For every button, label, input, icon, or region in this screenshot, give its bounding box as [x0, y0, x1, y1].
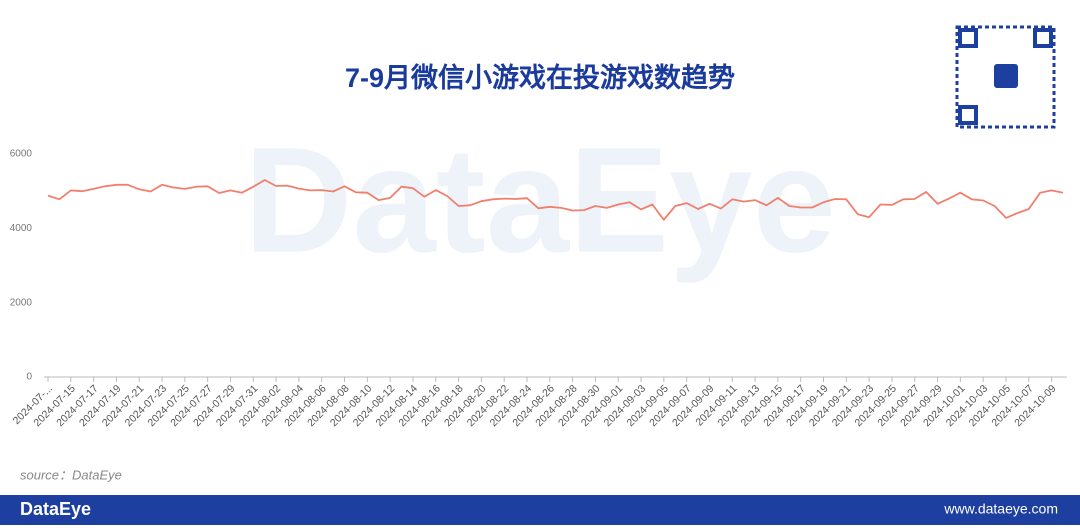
footer-url: www.dataeye.com	[943, 501, 1058, 517]
y-tick-label: 2000	[10, 297, 33, 308]
qr-code	[955, 25, 1056, 129]
chart-title: 7-9月微信小游戏在投游戏数趋势	[345, 63, 735, 93]
source-note: source：DataEye	[20, 467, 122, 482]
data-line	[47, 179, 1064, 221]
y-tick-label: 0	[26, 372, 32, 383]
footer-bar	[0, 495, 1080, 525]
y-tick-label: 6000	[10, 149, 33, 160]
watermark: DataEye	[244, 116, 836, 284]
footer-brand: DataEye	[20, 499, 91, 519]
y-tick-label: 4000	[10, 223, 33, 234]
